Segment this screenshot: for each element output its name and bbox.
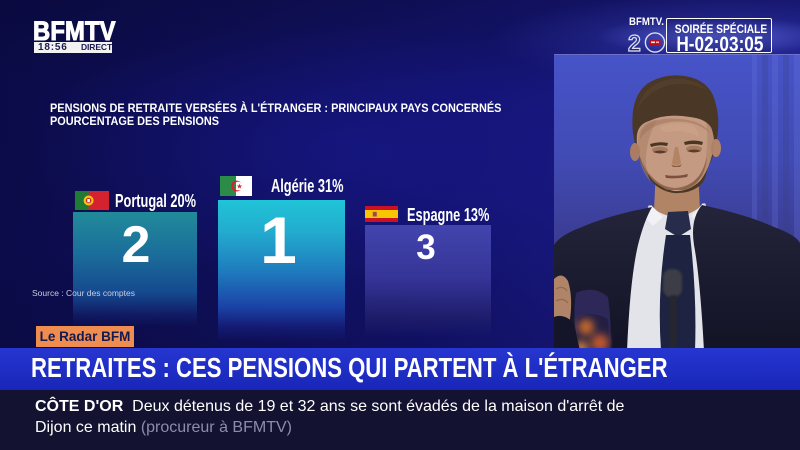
svg-text:2: 2 [628, 30, 641, 54]
